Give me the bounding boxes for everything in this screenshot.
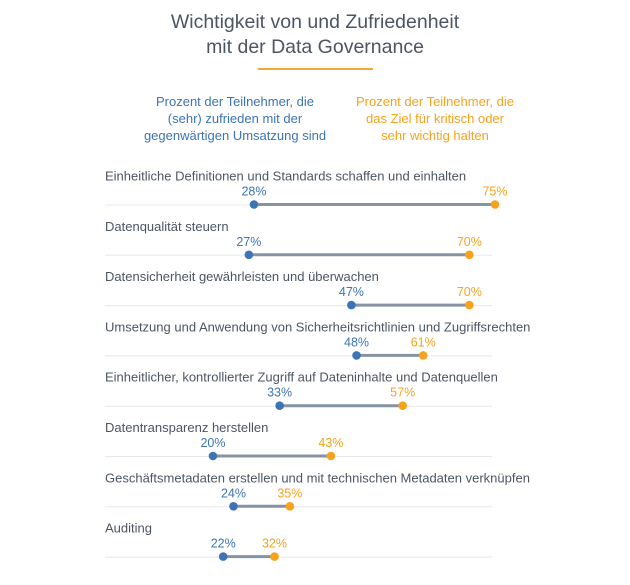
chart-title: Wichtigkeit von und Zufriedenheit mit de…: [0, 10, 630, 60]
value-label-importance: 70%: [457, 285, 482, 299]
point-importance: [285, 502, 295, 511]
category-label: Datentransparenz herstellen: [105, 420, 268, 435]
legend-line: das Ziel für kritisch oder: [366, 111, 504, 126]
value-label-satisfaction: 22%: [211, 537, 236, 551]
point-importance: [465, 300, 474, 310]
point-importance: [490, 200, 500, 209]
legend-line: Prozent der Teilnehmer, die: [155, 94, 315, 109]
value-label-satisfaction: 20%: [200, 436, 225, 450]
legend-importance: Prozent der Teilnehmer, die das Ziel für…: [345, 93, 525, 144]
category-label: Einheitlicher, kontrollierter Zugriff au…: [105, 370, 498, 385]
category-label: Einheitliche Definitionen und Standards …: [105, 169, 466, 184]
category-label: Datenqualität steuern: [105, 219, 229, 234]
value-label-satisfaction: 28%: [241, 185, 266, 199]
value-label-importance: 57%: [390, 386, 415, 400]
point-satisfaction: [347, 300, 356, 310]
value-label-satisfaction: 33%: [267, 386, 292, 400]
title-underline: [258, 68, 373, 70]
point-importance: [270, 552, 279, 561]
category-label: Geschäftsmetadaten erstellen und mit tec…: [105, 470, 530, 485]
value-label-importance: 32%: [262, 537, 287, 551]
legend-line: (sehr) zufrieden mit der: [167, 111, 303, 126]
value-label-importance: 75%: [482, 185, 507, 199]
value-label-importance: 70%: [457, 235, 482, 249]
value-label-satisfaction: 27%: [236, 235, 261, 249]
chart-title-line-1: Wichtigkeit von und Zufriedenheit: [170, 11, 460, 33]
category-label: Auditing: [105, 521, 152, 536]
category-label: Umsetzung und Anwendung von Sicherheitsr…: [105, 319, 530, 334]
point-satisfaction: [229, 502, 238, 511]
legend-line: Prozent der Teilnehmer, die: [355, 94, 515, 109]
point-importance: [398, 401, 407, 411]
point-satisfaction: [352, 351, 361, 360]
value-label-importance: 43%: [318, 436, 343, 450]
chart-title-line-2: mit der Data Governance: [206, 36, 424, 58]
point-satisfaction: [244, 250, 254, 260]
value-label-satisfaction: 48%: [344, 335, 369, 349]
point-importance: [418, 351, 428, 360]
point-satisfaction: [218, 552, 228, 561]
legend-line: gegenwärtigen Umsatzung sind: [143, 128, 327, 143]
point-satisfaction: [208, 451, 218, 461]
point-importance: [465, 250, 474, 260]
value-label-satisfaction: 47%: [339, 285, 364, 299]
point-satisfaction: [249, 200, 259, 209]
point-importance: [326, 451, 336, 461]
category-label: Datensicherheit gewährleisten und überwa…: [105, 269, 379, 284]
value-label-importance: 61%: [411, 335, 436, 349]
value-label-importance: 35%: [277, 486, 302, 500]
value-label-satisfaction: 24%: [221, 486, 246, 500]
point-satisfaction: [275, 401, 284, 411]
legend-line: sehr wichtig halten: [381, 128, 489, 143]
legend-satisfaction: Prozent der Teilnehmer, die (sehr) zufri…: [140, 93, 330, 144]
